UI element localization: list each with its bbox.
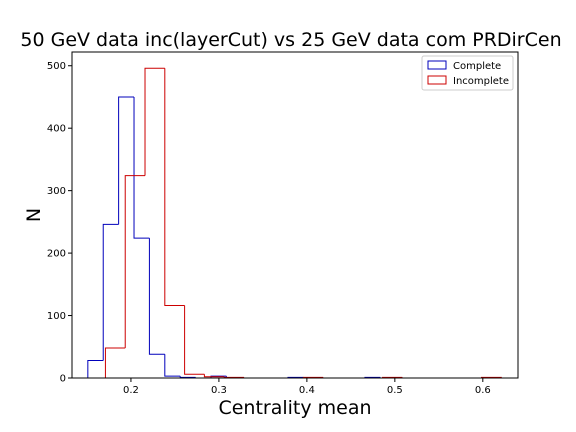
chart-title: 50 GeV data inc(layerCut) vs 25 GeV data… — [20, 29, 561, 51]
bar-complete-4 — [148, 238, 165, 355]
legend-box — [421, 55, 514, 91]
x-tick-label: 0.4 — [299, 385, 315, 396]
bar-complete-2 — [118, 96, 135, 225]
y-tick-label: 500 — [47, 61, 66, 72]
bar-incomplete-4 — [184, 305, 205, 375]
legend: Complete Incomplete — [421, 55, 514, 91]
x-tick-label: 0.3 — [211, 385, 227, 396]
plot-area — [72, 52, 518, 378]
bar-complete-1 — [102, 223, 119, 361]
y-axis-label: N — [23, 208, 45, 222]
bar-incomplete-2 — [144, 67, 165, 176]
y-axis-ticks: 0 100 200 300 400 500 — [47, 61, 72, 385]
bar-complete-0 — [87, 360, 104, 378]
bar-complete-3 — [133, 96, 150, 239]
x-tick-label: 0.2 — [123, 385, 139, 396]
y-tick-label: 200 — [47, 249, 66, 260]
legend-swatch-incomplete — [427, 75, 447, 85]
x-axis-ticks: 0.2 0.3 0.4 0.5 0.6 — [123, 378, 491, 396]
x-tick-label: 0.6 — [475, 385, 491, 396]
bar-incomplete-6 — [223, 376, 244, 378]
y-tick-label: 0 — [60, 374, 66, 385]
plot-frame — [71, 51, 519, 379]
y-tick-label: 300 — [47, 186, 66, 197]
bar-complete-5 — [164, 354, 181, 377]
legend-label-complete: Complete — [453, 61, 501, 72]
bar-incomplete-5 — [203, 374, 225, 378]
y-tick-label: 400 — [47, 124, 66, 135]
bar-incomplete-3 — [164, 68, 185, 307]
x-axis-label: Centrality mean — [218, 397, 371, 419]
y-tick-label: 100 — [47, 311, 66, 322]
bar-complete-6 — [179, 376, 196, 378]
x-tick-label: 0.5 — [387, 385, 403, 396]
legend-label-incomplete: Incomplete — [453, 76, 509, 87]
bar-complete-8 — [210, 375, 227, 378]
legend-swatch-complete — [427, 60, 447, 70]
bar-incomplete-0 — [104, 347, 126, 378]
bar-incomplete-1 — [124, 175, 146, 349]
